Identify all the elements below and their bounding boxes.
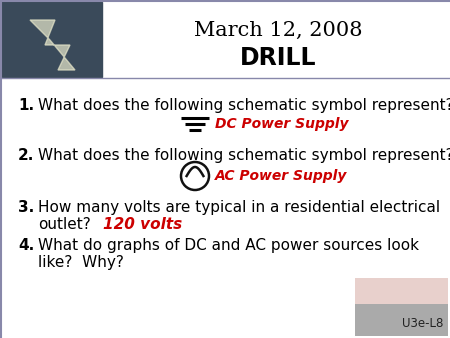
Text: 2.: 2. <box>18 148 34 163</box>
Text: How many volts are typical in a residential electrical: How many volts are typical in a resident… <box>38 200 440 215</box>
Text: outlet?: outlet? <box>38 217 91 232</box>
Text: DRILL: DRILL <box>240 46 316 70</box>
Text: What do graphs of DC and AC power sources look: What do graphs of DC and AC power source… <box>38 238 419 253</box>
Text: 120 volts: 120 volts <box>103 217 182 232</box>
Text: 4.: 4. <box>18 238 34 253</box>
Text: 3.: 3. <box>18 200 34 215</box>
Text: What does the following schematic symbol represent?: What does the following schematic symbol… <box>38 98 450 113</box>
Text: DC Power Supply: DC Power Supply <box>215 117 348 131</box>
Polygon shape <box>30 20 75 70</box>
FancyBboxPatch shape <box>2 2 102 77</box>
Text: AC Power Supply: AC Power Supply <box>215 169 347 183</box>
Text: like?  Why?: like? Why? <box>38 255 124 270</box>
Text: March 12, 2008: March 12, 2008 <box>194 21 362 40</box>
FancyBboxPatch shape <box>355 304 448 336</box>
Text: 1.: 1. <box>18 98 34 113</box>
Text: U3e-L8: U3e-L8 <box>401 317 443 330</box>
Text: What does the following schematic symbol represent?: What does the following schematic symbol… <box>38 148 450 163</box>
FancyBboxPatch shape <box>355 278 448 336</box>
Polygon shape <box>2 2 102 77</box>
